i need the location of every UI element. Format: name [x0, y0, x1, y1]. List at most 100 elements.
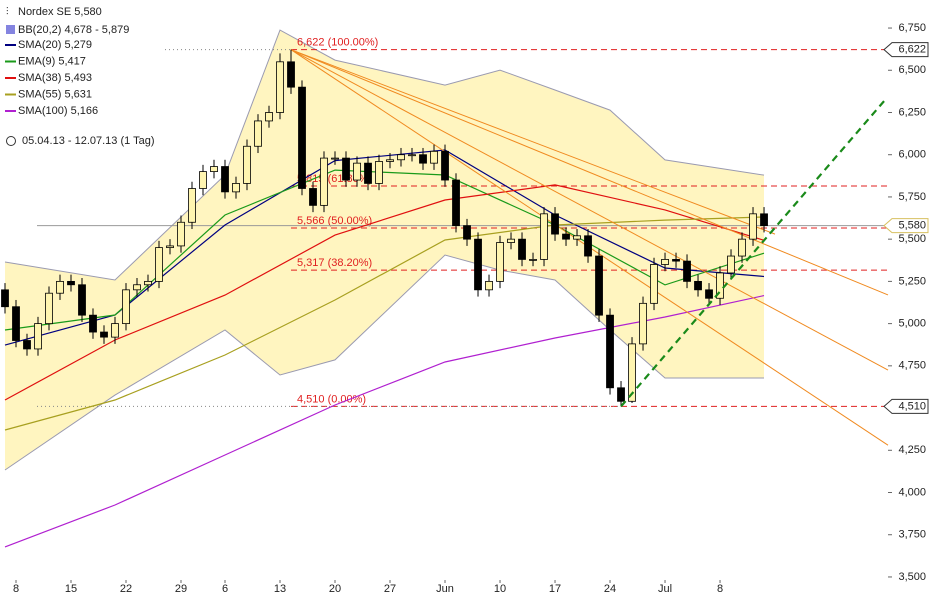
candle-body [606, 314, 614, 389]
candle-body [232, 183, 240, 193]
x-tick-label: 13 [274, 583, 286, 593]
legend-entry: SMA(55) 5,631 [18, 88, 92, 100]
candle-body [23, 340, 31, 350]
x-tick-label: 17 [549, 583, 561, 593]
candle-body [276, 61, 284, 113]
x-tick-label: Jul [658, 583, 672, 593]
x-tick-label: 20 [329, 583, 341, 593]
candle-body [309, 188, 317, 206]
candle-body [463, 225, 471, 240]
fan-line [290, 49, 776, 235]
candle-body [705, 289, 713, 299]
candle-body [727, 255, 735, 274]
legend-name: SMA(38) [18, 72, 61, 84]
legend-name: SMA(100) [18, 105, 68, 117]
trend-line [620, 99, 886, 408]
candle-body [199, 171, 207, 189]
legend-entry: SMA(38) 5,493 [18, 72, 92, 84]
indicator-line [4, 216, 765, 431]
candle-body [320, 157, 328, 206]
y-tick-label: 4,250 [898, 444, 926, 456]
price-tag [883, 218, 929, 234]
candle-body [694, 280, 702, 291]
candle-body [441, 150, 449, 181]
legend-entry: SMA(100) 5,166 [18, 105, 98, 117]
indicator-line [4, 184, 765, 401]
candle-body [452, 179, 460, 227]
legend-name: SMA(55) [18, 88, 61, 100]
fib-label: 4,510 (0.00%) [297, 393, 366, 405]
candle-body [1, 289, 9, 308]
y-tick-label: 6,750 [898, 22, 926, 34]
y-tick-label: 5,250 [898, 275, 926, 287]
x-tick-label: 22 [120, 583, 132, 593]
y-tick-label: 4,750 [898, 360, 926, 372]
candle-body [584, 235, 592, 257]
fib-label: 6,622 (100.00%) [297, 37, 378, 49]
candle-body [45, 292, 53, 325]
x-tick-label: Jun [436, 583, 454, 593]
candle-body [628, 343, 636, 402]
candle-body [661, 259, 669, 265]
legend-value: 5,417 [58, 55, 86, 67]
candle-body [353, 162, 361, 181]
fib-label: 5,566 (50.00%) [297, 215, 372, 227]
candle-body [133, 284, 141, 291]
bollinger-band [5, 30, 764, 470]
y-tick-label: 3,750 [898, 529, 926, 541]
price-tag-label: 6,622 [898, 44, 926, 56]
y-tick-label: 6,000 [898, 149, 926, 161]
fan-line [290, 49, 889, 296]
x-tick-label: 8 [717, 583, 723, 593]
indicator-line [4, 169, 765, 331]
candle-body [397, 154, 405, 161]
legend-value: 5,493 [64, 72, 92, 84]
fan-line [290, 49, 889, 371]
title: Nordex SE [18, 6, 71, 18]
candle-body [639, 302, 647, 345]
fib-label: 5,815 (61.80%) [297, 173, 372, 185]
candle-body [67, 280, 75, 286]
candle-body [485, 280, 493, 291]
price-tag [883, 398, 929, 414]
x-tick-label: 24 [604, 583, 616, 593]
candle-body [89, 314, 97, 333]
candle-body [430, 150, 438, 164]
x-tick-label: 10 [494, 583, 506, 593]
candle-body [595, 255, 603, 316]
candle-body [749, 213, 757, 240]
candle-body [540, 213, 548, 260]
candle-body [111, 323, 119, 338]
candle-body [122, 289, 130, 325]
candle-body [562, 233, 570, 240]
legend-name: SMA(20) [18, 39, 61, 51]
clock-icon [6, 136, 16, 146]
candle-body [188, 188, 196, 223]
candle-body [100, 331, 108, 338]
candle-body [243, 145, 251, 184]
legend-entry: BB(20,2) 4,678 - 5,879 [18, 24, 129, 36]
candle-body [254, 120, 262, 147]
candle-body [760, 213, 768, 227]
y-tick-label: 4,000 [898, 486, 926, 498]
legend-value: 4,678 - 5,879 [64, 24, 129, 36]
candle-body [518, 238, 526, 260]
candle-body [78, 284, 86, 316]
candle-body [683, 260, 691, 282]
candle-body [155, 247, 163, 282]
x-tick-label: 15 [65, 583, 77, 593]
candle-body [177, 221, 185, 247]
candle-body [738, 238, 746, 257]
fib-label: 5,317 (38.20%) [297, 257, 372, 269]
price-tag-label: 4,510 [898, 400, 926, 412]
x-tick-label: 8 [13, 583, 19, 593]
price-tag-label: 5,580 [898, 220, 926, 232]
candle-body [298, 86, 306, 189]
price-tag [883, 42, 929, 58]
candle-body [375, 161, 383, 184]
candle-body [265, 112, 273, 122]
legend-value: 5,279 [64, 39, 92, 51]
y-tick-label: 3,500 [898, 571, 926, 583]
legend-entry: SMA(20) 5,279 [18, 39, 92, 51]
